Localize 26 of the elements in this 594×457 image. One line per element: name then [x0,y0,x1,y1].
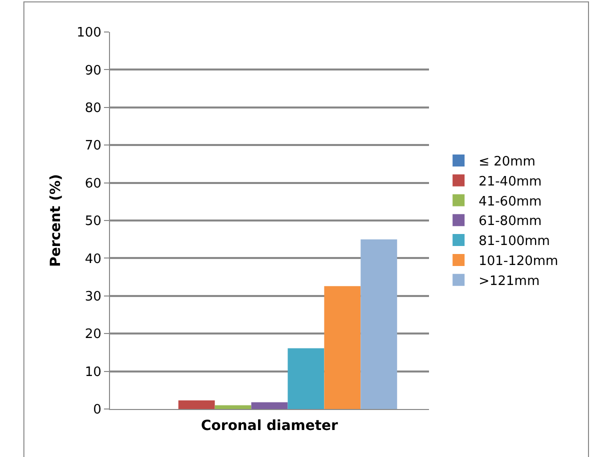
y-tick-label: 20 [84,327,102,342]
y-tick-label: 40 [84,252,102,267]
bar [360,239,398,409]
legend-label: 41-60mm [478,194,542,210]
bar [324,286,361,409]
y-tick-label: 90 [84,63,102,78]
y-tick-label: 50 [84,214,102,230]
legend-label: 101-120mm [478,254,558,270]
legend-label: ≤ 20mm [478,154,536,170]
bar [288,348,324,409]
y-tick-label: 70 [84,138,102,154]
bar [178,400,215,409]
bar [251,402,288,409]
y-axis-title: Percent (%) [48,174,64,267]
x-axis-title: Coronal diameter [201,418,338,434]
legend-label: 61-80mm [478,214,542,230]
legend-label: 81-100mm [478,234,550,250]
bar [214,405,252,409]
y-tick-label: 100 [76,26,102,41]
y-tick-label: 0 [93,402,102,418]
y-tick-label: 30 [84,289,102,304]
legend-label: 21-40mm [478,174,542,190]
y-tick-label: 80 [84,100,102,116]
y-tick-label: 10 [84,364,102,380]
legend-label: >121mm [478,274,540,289]
y-tick-label: 60 [84,176,102,192]
